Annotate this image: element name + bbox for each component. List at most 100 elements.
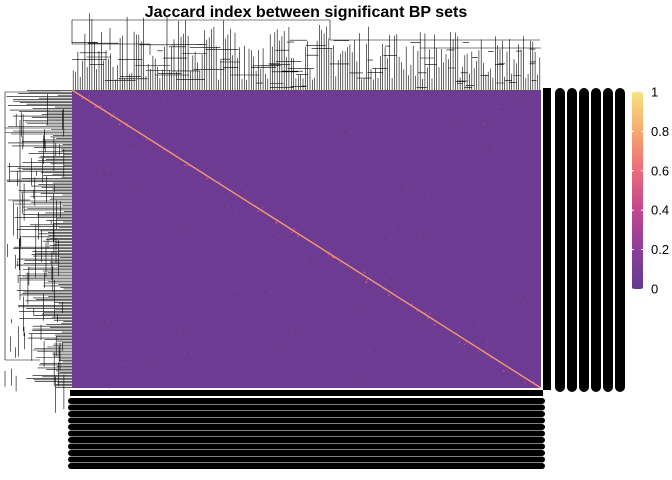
heatmap-cell <box>392 229 395 231</box>
heatmap-cell <box>412 282 415 285</box>
column-label-row <box>68 463 545 469</box>
heatmap-cell <box>144 105 147 108</box>
heatmap-cell <box>110 116 112 118</box>
heatmap-cell <box>494 146 496 148</box>
heatmap-cell <box>486 355 489 357</box>
heatmap-cell <box>169 161 171 163</box>
heatmap-cell <box>418 374 420 377</box>
top-dendrogram <box>71 13 541 90</box>
heatmap-cell <box>258 160 261 162</box>
heatmap-cell <box>512 208 515 210</box>
heatmap-cell <box>452 266 455 268</box>
heatmap-cell <box>235 211 237 213</box>
heatmap-cell <box>327 253 330 256</box>
column-label-row <box>68 443 545 450</box>
heatmap-cell <box>466 171 468 174</box>
heatmap-cell <box>456 332 458 334</box>
heatmap-cell <box>477 350 480 353</box>
heatmap-cell <box>498 106 500 108</box>
heatmap-cell <box>368 133 371 135</box>
column-label-row <box>68 404 545 411</box>
heatmap-cell <box>189 156 192 158</box>
heatmap-cell <box>424 312 427 314</box>
column-labels-overplotted <box>68 390 545 469</box>
row-label-column <box>603 88 613 392</box>
heatmap-off-diagonal-cells <box>72 90 540 389</box>
heatmap-cell <box>512 259 514 261</box>
column-label-row <box>68 417 545 424</box>
heatmap-cell <box>342 361 345 364</box>
heatmap-cell <box>335 227 338 229</box>
heatmap-cell <box>493 141 495 143</box>
heatmap-cell <box>188 345 191 347</box>
heatmap-cell <box>411 303 414 305</box>
heatmap-cell <box>425 323 428 326</box>
heatmap-cell <box>409 136 411 138</box>
colorbar-tick-label: 0.4 <box>651 203 669 218</box>
heatmap-cell <box>165 271 168 273</box>
heatmap-cell <box>527 296 529 298</box>
heatmap-cell <box>186 226 188 228</box>
heatmap-cell <box>529 196 531 199</box>
heatmap-cell <box>388 294 390 297</box>
heatmap-cell <box>457 190 459 193</box>
heatmap-cell <box>100 105 102 107</box>
heatmap-cell <box>81 97 83 100</box>
heatmap-cell <box>122 115 125 117</box>
colorbar-tick-label: 0.6 <box>651 163 669 178</box>
heatmap-cell <box>165 282 168 284</box>
heatmap-cell <box>316 257 319 259</box>
heatmap-cell <box>258 214 260 216</box>
heatmap-cell <box>327 205 329 207</box>
heatmap-cell <box>190 352 193 355</box>
column-label-row <box>68 456 545 463</box>
heatmap-cell <box>183 352 186 355</box>
heatmap-cell <box>333 307 335 309</box>
heatmap-cell <box>120 362 123 365</box>
heatmap-cell <box>72 273 75 276</box>
heatmap-cell <box>465 341 467 343</box>
heatmap-cell <box>276 344 279 347</box>
heatmap-cell <box>490 356 493 359</box>
heatmap-cell <box>523 302 525 304</box>
heatmap-cell <box>163 97 166 99</box>
colorbar-tick-label: 1 <box>651 85 658 100</box>
heatmap-cell <box>370 364 373 367</box>
heatmap-cell <box>182 286 185 289</box>
heatmap-cell <box>404 298 406 300</box>
heatmap-cell <box>450 126 453 129</box>
heatmap-cell <box>108 168 110 170</box>
row-labels-overplotted <box>543 88 625 392</box>
heatmap-cell <box>306 335 309 337</box>
heatmap-cell <box>252 238 254 241</box>
heatmap-cell <box>448 141 450 143</box>
heatmap-cell <box>401 320 404 322</box>
heatmap-cell <box>270 290 272 293</box>
colorbar-ticks: 0 0.2 0.4 0.6 0.8 1 <box>632 85 669 297</box>
heatmap-cell <box>497 316 500 319</box>
heatmap-cell <box>293 227 295 230</box>
heatmap-cell <box>108 386 110 389</box>
heatmap-cell <box>261 226 263 228</box>
heatmap-cell <box>348 159 350 161</box>
heatmap-cell <box>478 293 481 296</box>
heatmap-cell <box>375 255 377 258</box>
heatmap-cell <box>238 192 240 195</box>
heatmap-cell <box>532 381 535 383</box>
heatmap-cell <box>436 299 439 301</box>
heatmap-cell <box>123 363 126 366</box>
heatmap-cell <box>94 106 97 108</box>
heatmap-cell <box>187 164 190 166</box>
heatmap-cell <box>503 370 505 372</box>
heatmap-cell <box>328 250 331 253</box>
heatmap-cell <box>258 96 260 98</box>
heatmap-cell <box>496 105 499 108</box>
heatmap-cell <box>291 330 293 333</box>
heatmap-cell <box>339 138 342 140</box>
heatmap-cell <box>277 235 279 237</box>
heatmap-cell <box>126 126 129 128</box>
heatmap-cell <box>355 371 358 374</box>
heatmap-cell <box>334 132 336 134</box>
heatmap-cell <box>363 271 366 274</box>
heatmap-cell <box>127 189 129 191</box>
